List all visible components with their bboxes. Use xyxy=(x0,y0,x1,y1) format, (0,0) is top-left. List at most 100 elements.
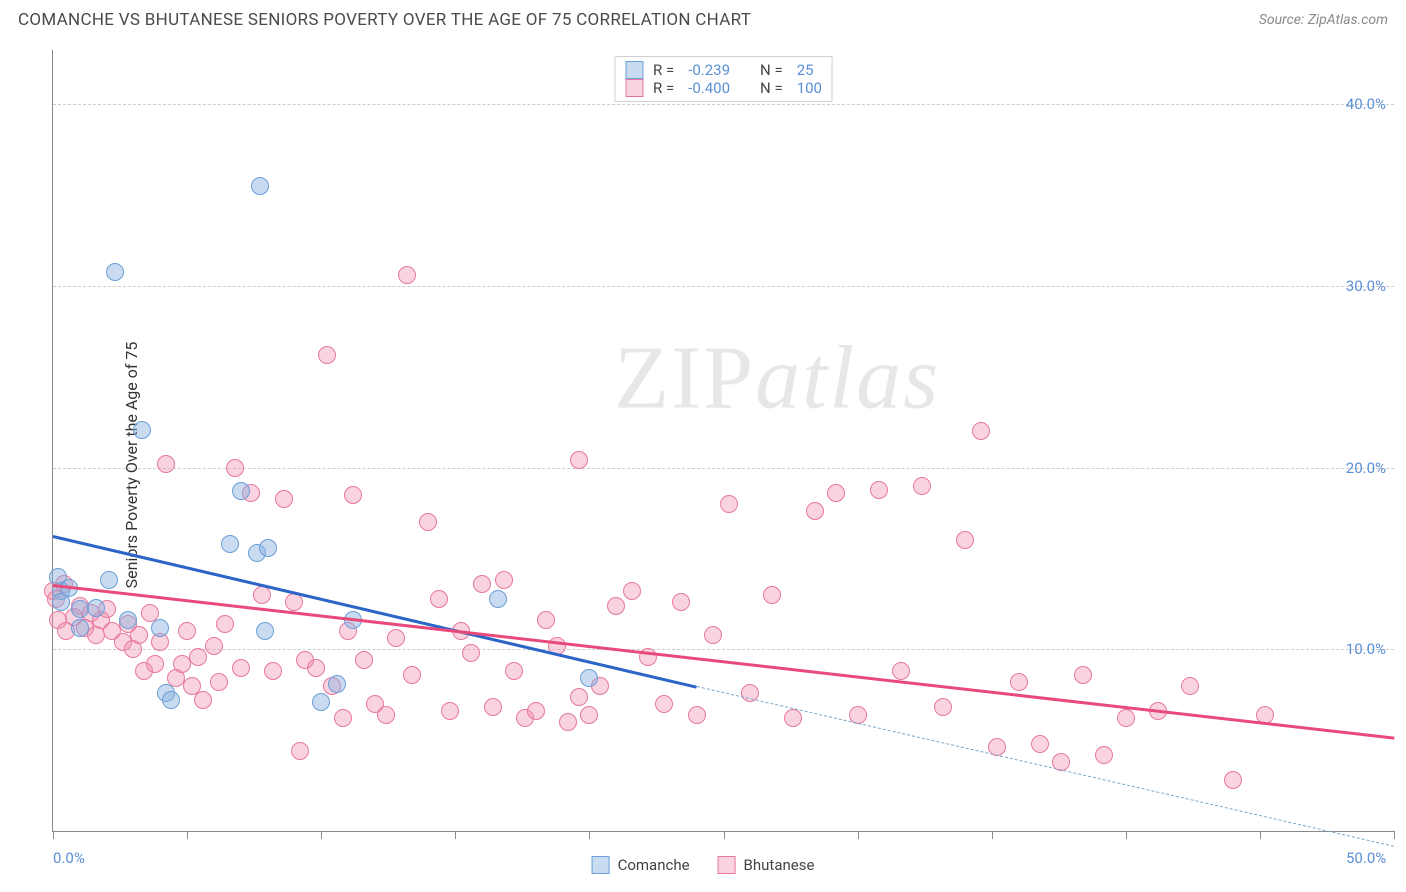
data-point xyxy=(226,459,244,477)
data-point xyxy=(318,346,336,364)
data-point xyxy=(130,626,148,644)
data-point xyxy=(398,266,416,284)
n-value: 25 xyxy=(797,61,814,79)
data-point xyxy=(537,611,555,629)
data-point xyxy=(291,742,309,760)
r-label: R = xyxy=(653,61,674,79)
legend-item-comanche: Comanche xyxy=(592,856,690,874)
swatch-comanche xyxy=(625,61,643,79)
r-label: R = xyxy=(653,79,674,97)
data-point xyxy=(157,455,175,473)
source-attribution: Source: ZipAtlas.com xyxy=(1259,12,1388,28)
data-point xyxy=(312,693,330,711)
x-tick xyxy=(858,831,859,839)
watermark-head: ZIP xyxy=(614,329,755,428)
x-tick xyxy=(455,831,456,839)
data-point xyxy=(334,709,352,727)
data-point xyxy=(527,702,545,720)
title-bar: COMANCHE VS BHUTANESE SENIORS POVERTY OV… xyxy=(0,0,1406,30)
n-label: N = xyxy=(760,79,783,97)
data-point xyxy=(784,709,802,727)
data-point xyxy=(419,513,437,531)
data-point xyxy=(1031,735,1049,753)
x-tick xyxy=(1260,831,1261,839)
y-tick-label: 30.0% xyxy=(1346,277,1386,295)
trend-line-extrapolated xyxy=(697,686,1395,847)
data-point xyxy=(505,662,523,680)
r-value: -0.400 xyxy=(688,79,730,97)
x-tick xyxy=(992,831,993,839)
data-point xyxy=(956,531,974,549)
data-point xyxy=(763,586,781,604)
data-point xyxy=(355,651,373,669)
data-point xyxy=(495,571,513,589)
data-point xyxy=(87,599,105,617)
data-point xyxy=(119,611,137,629)
data-point xyxy=(704,626,722,644)
data-point xyxy=(344,486,362,504)
data-point xyxy=(328,675,346,693)
data-point xyxy=(232,482,250,500)
data-point xyxy=(672,593,690,611)
correlation-legend: R = -0.239 N = 25 R = -0.400 N = 100 xyxy=(614,56,833,102)
swatch-bhutanese xyxy=(718,856,736,874)
watermark: ZIPatlas xyxy=(614,327,940,430)
legend-row-bhutanese: R = -0.400 N = 100 xyxy=(625,79,822,97)
gridline xyxy=(53,286,1394,287)
gridline xyxy=(53,468,1394,469)
data-point xyxy=(1224,771,1242,789)
data-point xyxy=(194,691,212,709)
data-point xyxy=(1181,677,1199,695)
x-tick xyxy=(589,831,590,839)
data-point xyxy=(430,590,448,608)
y-tick-label: 40.0% xyxy=(1346,95,1386,113)
legend-row-comanche: R = -0.239 N = 25 xyxy=(625,61,822,79)
data-point xyxy=(151,619,169,637)
data-point xyxy=(210,673,228,691)
x-tick xyxy=(53,831,54,839)
trend-line xyxy=(53,584,1394,739)
data-point xyxy=(307,659,325,677)
data-point xyxy=(259,539,277,557)
data-point xyxy=(256,622,274,640)
n-label: N = xyxy=(760,61,783,79)
data-point xyxy=(216,615,234,633)
swatch-comanche xyxy=(592,856,610,874)
data-point xyxy=(1074,666,1092,684)
data-point xyxy=(178,622,196,640)
data-point xyxy=(106,263,124,281)
data-point xyxy=(100,571,118,589)
n-value: 100 xyxy=(797,79,822,97)
data-point xyxy=(607,597,625,615)
data-point xyxy=(827,484,845,502)
data-point xyxy=(913,477,931,495)
data-point xyxy=(688,706,706,724)
data-point xyxy=(559,713,577,731)
data-point xyxy=(570,688,588,706)
data-point xyxy=(870,481,888,499)
x-tick-label: 50.0% xyxy=(1346,849,1386,867)
data-point xyxy=(285,593,303,611)
plot-region: ZIPatlas R = -0.239 N = 25 R = -0.400 N … xyxy=(52,50,1394,832)
chart-title: COMANCHE VS BHUTANESE SENIORS POVERTY OV… xyxy=(18,10,751,30)
source-value: ZipAtlas.com xyxy=(1308,12,1388,28)
legend-label: Comanche xyxy=(618,856,690,874)
y-tick-label: 20.0% xyxy=(1346,459,1386,477)
data-point xyxy=(189,648,207,666)
data-point xyxy=(146,655,164,673)
data-point xyxy=(655,695,673,713)
data-point xyxy=(221,535,239,553)
gridline xyxy=(53,649,1394,650)
data-point xyxy=(623,582,641,600)
data-point xyxy=(972,422,990,440)
data-point xyxy=(806,502,824,520)
x-tick xyxy=(724,831,725,839)
source-label: Source: xyxy=(1259,12,1304,28)
data-point xyxy=(484,698,502,716)
data-point xyxy=(580,669,598,687)
chart-area: Seniors Poverty Over the Age of 75 ZIPat… xyxy=(0,38,1406,892)
data-point xyxy=(1010,673,1028,691)
r-value: -0.239 xyxy=(688,61,730,79)
watermark-tail: atlas xyxy=(755,329,940,428)
data-point xyxy=(720,495,738,513)
